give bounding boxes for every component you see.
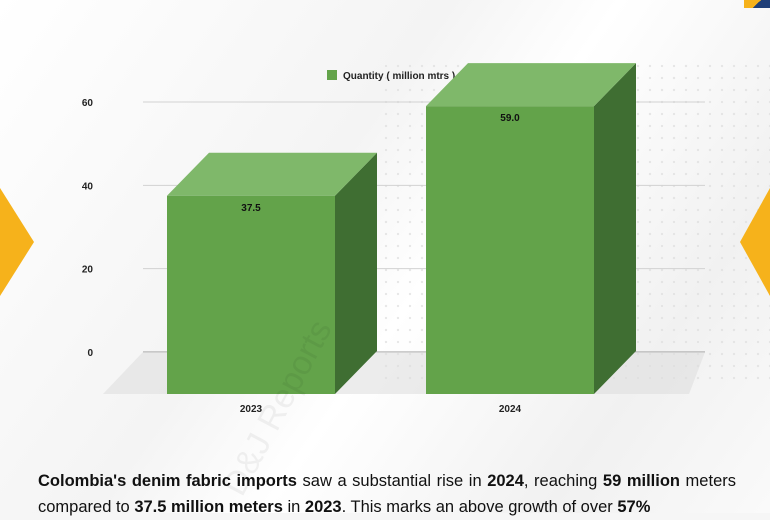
bar-top-face bbox=[167, 152, 377, 196]
caption-segment: 57% bbox=[617, 498, 651, 516]
caption-segment: , reaching bbox=[523, 472, 603, 490]
y-tick-label: 60 bbox=[82, 98, 94, 109]
bar-front-face bbox=[426, 106, 594, 395]
caption-segment: saw a substantial rise in bbox=[296, 472, 488, 490]
right-arrow-decoration bbox=[740, 188, 770, 296]
caption-paragraph: Colombia's denim fabric imports saw a su… bbox=[38, 468, 736, 520]
x-tick-label: 2024 bbox=[499, 404, 522, 415]
caption-segment: 2024 bbox=[487, 472, 524, 490]
chart-legend: Quantity ( million mtrs ) bbox=[327, 70, 455, 82]
bar-side-face bbox=[594, 63, 636, 395]
bar-2023: 37.5 bbox=[167, 152, 377, 394]
caption-segment: Colombia's denim fabric imports bbox=[38, 472, 297, 490]
bar-side-face bbox=[335, 152, 377, 394]
bar-top-face bbox=[426, 63, 636, 107]
caption-segment: 2023 bbox=[304, 498, 342, 516]
caption-segment: in bbox=[282, 498, 305, 516]
y-tick-label: 40 bbox=[82, 181, 94, 192]
x-tick-label: 2023 bbox=[240, 404, 263, 415]
left-arrow-decoration bbox=[0, 188, 34, 296]
legend-label: Quantity ( million mtrs ) bbox=[343, 71, 455, 82]
caption-segment: . This marks an above growth of over bbox=[341, 498, 618, 516]
legend-swatch bbox=[327, 70, 337, 80]
y-tick-label: 20 bbox=[82, 265, 94, 276]
bar-value-label: 37.5 bbox=[241, 203, 261, 214]
caption-segment: 37.5 million meters bbox=[134, 498, 283, 516]
caption-segment: meters compared to bbox=[38, 472, 736, 516]
corner-logo-mark bbox=[744, 0, 770, 8]
bar-value-label: 59.0 bbox=[500, 113, 520, 124]
x-axis-ticks: 2023 2024 bbox=[240, 404, 522, 415]
y-axis-ticks: 0 20 40 60 bbox=[82, 98, 94, 359]
bars: 37.5 59.0 bbox=[167, 63, 636, 395]
y-tick-label: 0 bbox=[87, 348, 93, 359]
caption-segment: 59 million bbox=[602, 472, 680, 490]
bar-2024: 59.0 bbox=[426, 63, 636, 395]
bar-front-face bbox=[167, 195, 335, 394]
